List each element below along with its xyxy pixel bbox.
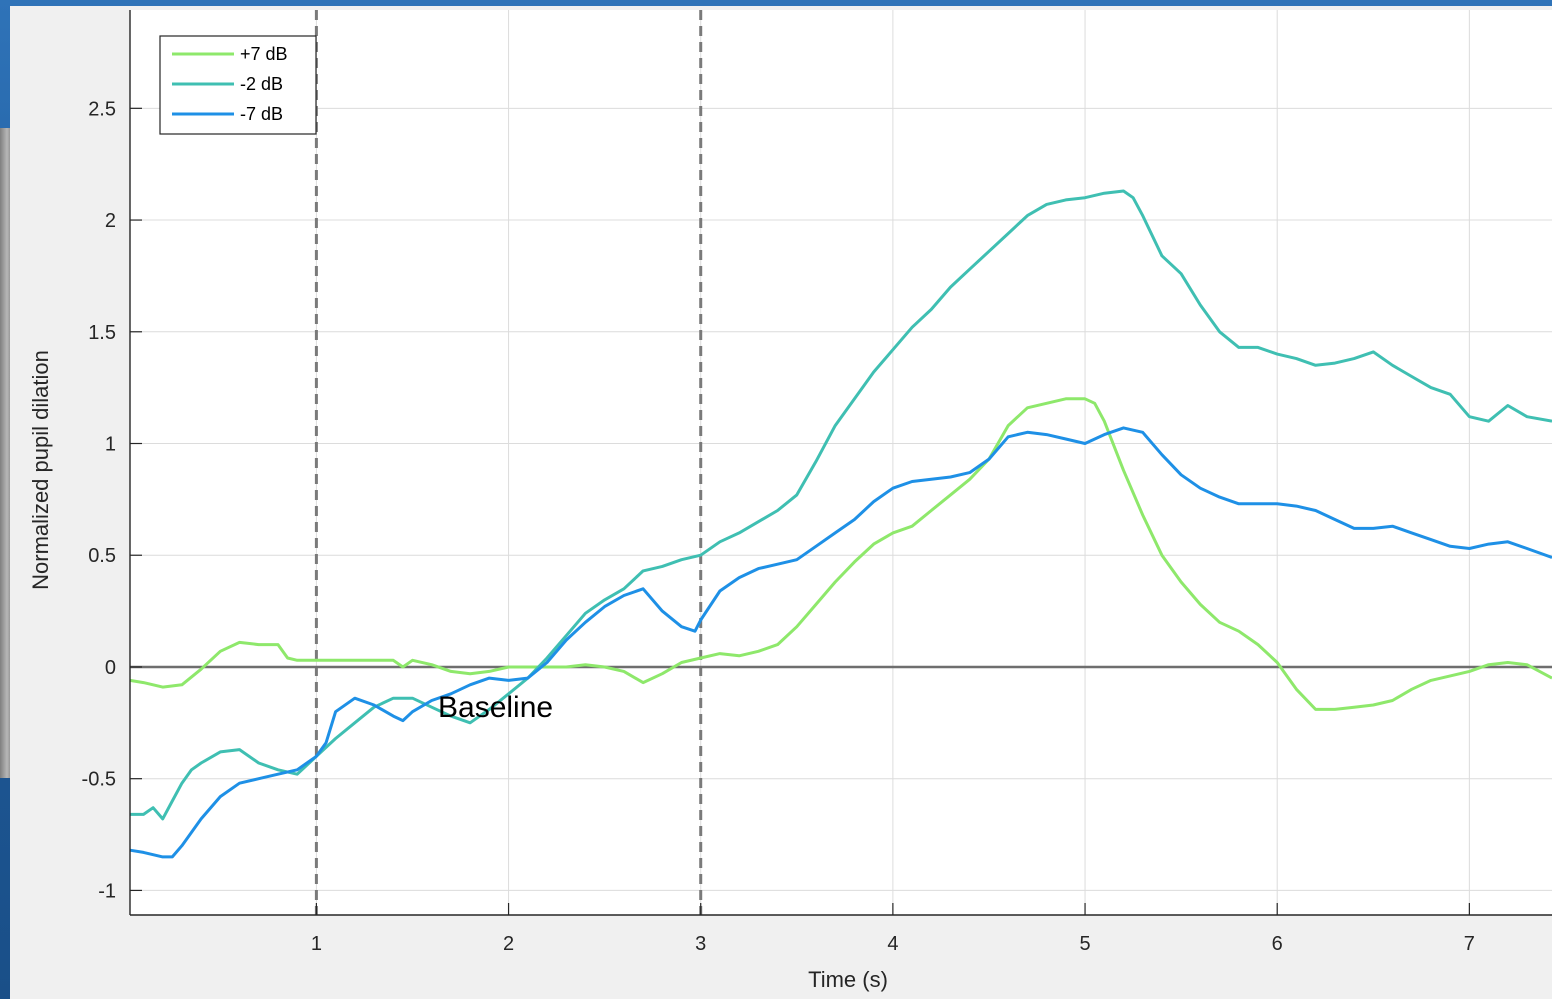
pupil-dilation-chart: 1 2 3 4 5 6 7 -1 -0.5 0 0.5 1 1.5 2 2.5 Baseline Time … (28, 10, 1552, 992)
series-line-0 (129, 397, 1552, 711)
y-tick-label: 2.5 (88, 98, 116, 120)
x-tick-label: 5 (1079, 933, 1090, 955)
axes (129, 10, 1552, 916)
x-tick-label: 2 (503, 933, 514, 955)
x-tick-label: 1 (311, 933, 322, 955)
series-line-2 (129, 426, 1552, 859)
legend-label: -2 dB (240, 74, 283, 94)
y-axis-label: Normalized pupil dilation (28, 350, 53, 590)
y-tick-label: -0.5 (82, 769, 116, 791)
y-tick-label: 1 (105, 434, 116, 456)
legend: +7 dB -2 dB -7 dB (159, 35, 317, 135)
x-tick-label: 7 (1464, 933, 1475, 955)
x-tick-label: 6 (1272, 933, 1283, 955)
x-tick-label: 4 (887, 933, 898, 955)
y-tick-label: 0 (105, 657, 116, 679)
plot-area (130, 10, 1552, 915)
y-tick-label: 1.5 (88, 322, 116, 344)
x-tick-label: 3 (695, 933, 706, 955)
tick-labels: 1 2 3 4 5 6 7 -1 -0.5 0 0.5 1 1.5 2 2.5 (82, 98, 1475, 955)
baseline-annotation: Baseline (438, 691, 553, 724)
legend-label: -7 dB (240, 104, 283, 124)
y-tick-label: 2 (105, 210, 116, 232)
figure-window: 1 2 3 4 5 6 7 -1 -0.5 0 0.5 1 1.5 2 2.5 Baseline Time … (10, 6, 1552, 999)
y-tick-label: 0.5 (88, 545, 116, 567)
reference-lines (130, 10, 1552, 915)
y-tick-label: -1 (98, 880, 116, 902)
series-lines (129, 189, 1552, 859)
legend-label: +7 dB (240, 44, 288, 64)
x-axis-label: Time (s) (808, 967, 888, 992)
